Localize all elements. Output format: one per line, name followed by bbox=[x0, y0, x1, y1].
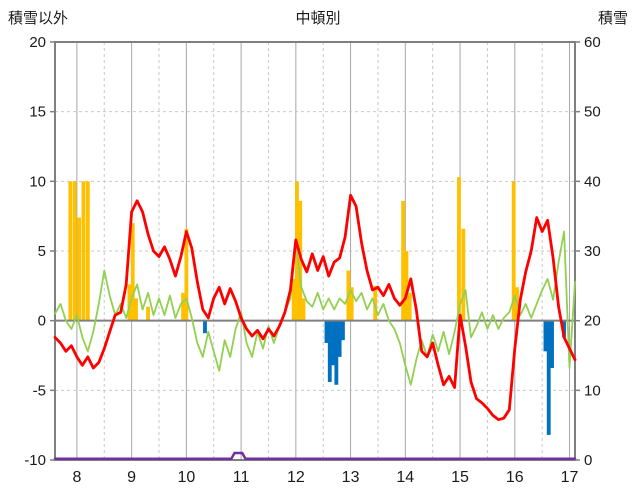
blue-bars-bar bbox=[324, 320, 329, 343]
blue-bars-bar bbox=[341, 320, 345, 341]
x-axis-tick-label: 8 bbox=[72, 469, 81, 486]
orange-bars-bar bbox=[373, 285, 378, 321]
right-axis-tick-label: 10 bbox=[584, 382, 601, 399]
left-axis-tick-label: -10 bbox=[24, 452, 46, 469]
blue-bars-bar bbox=[562, 320, 566, 338]
blue-bars-bar bbox=[337, 320, 342, 357]
orange-bars-bar bbox=[461, 228, 466, 321]
right-axis-tick-label: 30 bbox=[584, 243, 601, 260]
orange-bars-bar bbox=[349, 287, 354, 321]
orange-bars-bar bbox=[127, 284, 132, 321]
blue-bars-bar bbox=[550, 320, 554, 369]
right-axis-tick-label: 20 bbox=[584, 313, 601, 330]
orange-bars-bar bbox=[77, 217, 81, 321]
orange-bars-bar bbox=[134, 298, 138, 321]
chart-title: 中頓別 bbox=[295, 10, 341, 27]
orange-bars-bar bbox=[404, 251, 409, 321]
chart-header: 積雪以外 中頓別 積雪 bbox=[0, 0, 636, 30]
orange-bars-bar bbox=[85, 181, 90, 321]
blue-bars-bar bbox=[203, 320, 207, 334]
x-axis-tick-label: 9 bbox=[127, 469, 136, 486]
orange-bars-bar bbox=[130, 223, 135, 321]
left-axis-tick-label: 0 bbox=[38, 313, 46, 330]
orange-bars-bar bbox=[291, 278, 296, 321]
right-axis-tick-label: 0 bbox=[584, 452, 592, 469]
orange-bars-bar bbox=[457, 177, 461, 321]
orange-bars-bar bbox=[81, 181, 86, 321]
x-axis-tick-label: 10 bbox=[177, 469, 195, 486]
x-axis-tick-label: 16 bbox=[506, 469, 524, 486]
orange-bars-bar bbox=[301, 298, 306, 321]
x-axis-tick-label: 14 bbox=[396, 469, 414, 486]
orange-bars-bar bbox=[407, 292, 412, 321]
right-axis-tick-label: 60 bbox=[584, 34, 601, 51]
red-line bbox=[53, 193, 577, 421]
x-axis-tick-label: 15 bbox=[451, 469, 469, 486]
orange-bars-bar bbox=[401, 200, 406, 321]
green-line bbox=[54, 230, 576, 386]
left-axis-tick-label: -5 bbox=[33, 382, 46, 399]
left-axis-title: 積雪以外 bbox=[8, 10, 69, 27]
left-axis-tick-label: 5 bbox=[38, 243, 46, 260]
orange-bars-bar bbox=[146, 306, 150, 321]
right-axis-title: 積雪 bbox=[597, 10, 628, 27]
orange-bars-bar bbox=[72, 181, 77, 321]
x-axis-tick-label: 17 bbox=[561, 469, 579, 486]
purple-line bbox=[53, 451, 577, 461]
orange-bars-bar bbox=[68, 181, 73, 321]
x-axis-tick-label: 13 bbox=[342, 469, 360, 486]
x-axis-tick-label: 11 bbox=[233, 469, 250, 486]
blue-bars-bar bbox=[546, 320, 551, 435]
right-axis-tick-label: 40 bbox=[584, 173, 601, 190]
blue-bars bbox=[203, 320, 566, 435]
blue-bars-bar bbox=[543, 320, 548, 352]
left-axis-tick-label: 15 bbox=[29, 104, 46, 121]
orange-bars-bar bbox=[184, 228, 189, 321]
orange-bars-bar bbox=[511, 181, 516, 321]
blue-bars-bar bbox=[327, 320, 332, 382]
x-axis-tick-label: 12 bbox=[287, 469, 305, 486]
left-axis-tick-label: 10 bbox=[29, 173, 46, 190]
blue-bars-bar bbox=[334, 320, 339, 385]
blue-bars-bar bbox=[331, 320, 335, 366]
orange-bars-bar bbox=[298, 200, 303, 321]
right-axis-tick-label: 50 bbox=[584, 104, 601, 121]
orange-bars-bar bbox=[181, 292, 185, 321]
left-axis-tick-label: 20 bbox=[29, 34, 46, 51]
